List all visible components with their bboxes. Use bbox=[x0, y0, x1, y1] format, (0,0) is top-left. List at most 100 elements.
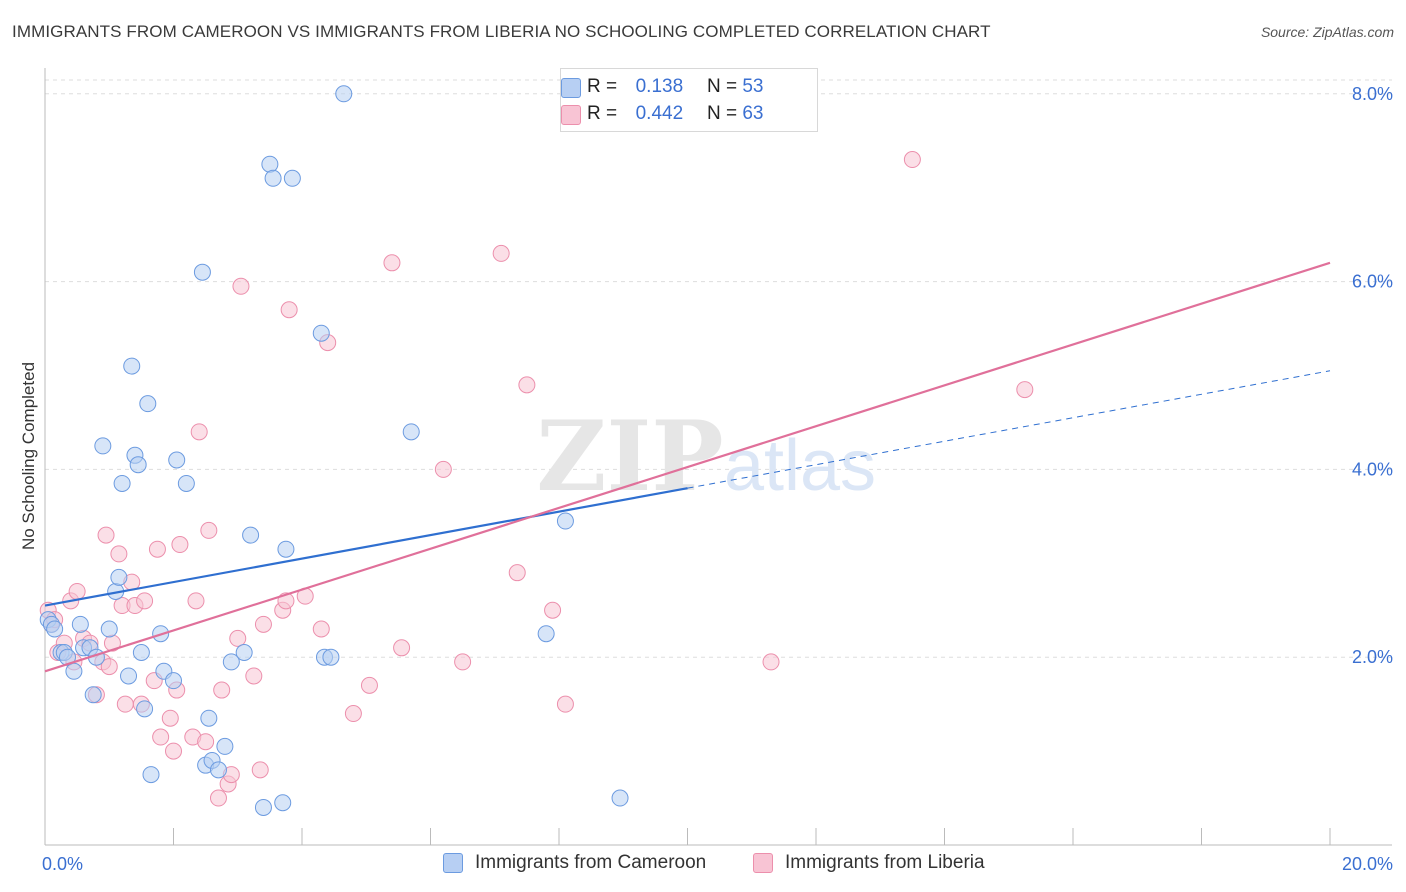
liberia-point bbox=[434, 460, 452, 478]
cameroon-point bbox=[46, 620, 64, 638]
legend-n-label: N = bbox=[706, 103, 738, 124]
x-tick-label-max: 20.0% bbox=[1342, 854, 1393, 874]
liberia-point bbox=[165, 742, 182, 760]
legend-n-value: 63 bbox=[742, 103, 764, 124]
legend-row-cameroon: R = 0.138 N = 53 bbox=[561, 74, 764, 100]
cameroon-point bbox=[168, 451, 186, 469]
liberia-point bbox=[903, 151, 921, 169]
liberia-point bbox=[209, 789, 227, 807]
liberia-point bbox=[200, 521, 218, 539]
bottom-legend-swatch-liberia bbox=[753, 853, 773, 873]
liberia-point bbox=[100, 658, 118, 676]
cameroon-point bbox=[322, 648, 340, 666]
cameroon-point bbox=[611, 789, 629, 807]
legend-r-label: R = bbox=[587, 76, 618, 97]
series-cameroon-points bbox=[39, 85, 629, 816]
trend-lines bbox=[44, 261, 1331, 673]
legend-swatch-liberia bbox=[561, 105, 581, 125]
cameroon-point bbox=[113, 474, 131, 492]
cameroon-point bbox=[216, 737, 234, 755]
liberia-point bbox=[360, 676, 378, 694]
legend-r-value: 0.442 bbox=[635, 103, 684, 124]
liberia-point bbox=[254, 615, 272, 633]
cameroon-point bbox=[65, 662, 83, 680]
bottom-legend-cameroon: Immigrants from Cameroon bbox=[443, 852, 706, 874]
legend-row-liberia: R = 0.442 N = 63 bbox=[561, 101, 764, 127]
grid-lines bbox=[45, 79, 1392, 658]
cameroon-point bbox=[277, 540, 295, 558]
axes bbox=[44, 68, 1392, 846]
liberia-point bbox=[97, 526, 115, 544]
cameroon-point bbox=[177, 474, 195, 492]
cameroon-point bbox=[193, 263, 211, 281]
liberia-point bbox=[116, 695, 134, 713]
cameroon-point bbox=[129, 456, 147, 474]
liberia-point bbox=[161, 709, 179, 727]
y-axis-label: No Schooling Completed bbox=[19, 362, 38, 550]
liberia-point bbox=[171, 536, 189, 554]
liberia-point bbox=[245, 667, 263, 685]
bottom-legend-liberia: Immigrants from Liberia bbox=[753, 852, 985, 874]
cameroon-point bbox=[120, 667, 138, 685]
bottom-legend-swatch-cameroon bbox=[443, 853, 463, 873]
cameroon-point bbox=[100, 620, 118, 638]
liberia-point bbox=[454, 653, 472, 671]
liberia-point bbox=[344, 705, 362, 723]
cameroon-point bbox=[242, 526, 260, 544]
watermark-atlas: atlas bbox=[724, 426, 876, 506]
liberia-point bbox=[229, 629, 247, 647]
legend-r-label: R = bbox=[587, 103, 618, 124]
cameroon-point bbox=[139, 395, 157, 413]
cameroon-point bbox=[312, 324, 330, 342]
bottom-legend-label-liberia: Immigrants from Liberia bbox=[785, 852, 985, 873]
watermark-zip: ZIP bbox=[536, 400, 723, 513]
liberia-point bbox=[280, 301, 298, 319]
cameroon-point bbox=[84, 686, 102, 704]
liberia-point bbox=[556, 695, 574, 713]
source-label: Source: ZipAtlas.com bbox=[1260, 24, 1394, 40]
legend-n-value: 53 bbox=[742, 76, 764, 97]
liberia-point bbox=[312, 620, 330, 638]
cameroon-point bbox=[132, 644, 150, 661]
liberia-point bbox=[251, 761, 269, 779]
cameroon-point bbox=[200, 709, 218, 727]
liberia-point bbox=[232, 277, 250, 295]
cameroon-point bbox=[235, 644, 253, 661]
cameroon-point bbox=[402, 423, 420, 441]
cameroon-point bbox=[165, 672, 182, 690]
cameroon-point bbox=[537, 625, 555, 643]
liberia-point bbox=[148, 540, 166, 558]
liberia-trend-line bbox=[44, 261, 1331, 673]
x-tick-label-min: 0.0% bbox=[42, 854, 83, 874]
cameroon-point bbox=[335, 85, 353, 103]
liberia-point bbox=[393, 639, 411, 657]
liberia-point bbox=[762, 653, 780, 671]
cameroon-point bbox=[261, 155, 279, 173]
liberia-point bbox=[197, 733, 215, 751]
cameroon-point bbox=[123, 357, 141, 375]
liberia-point bbox=[136, 592, 154, 610]
liberia-point bbox=[508, 564, 526, 582]
liberia-point bbox=[518, 376, 536, 394]
liberia-point bbox=[544, 601, 562, 619]
legend-r-value: 0.138 bbox=[635, 76, 684, 97]
cameroon-point bbox=[209, 761, 227, 779]
liberia-point bbox=[213, 681, 231, 699]
y-tick-label: 6.0% bbox=[1352, 272, 1393, 292]
y-tick-label: 4.0% bbox=[1352, 459, 1393, 479]
cameroon-point bbox=[283, 169, 301, 187]
liberia-point bbox=[1016, 381, 1034, 399]
cameroon-point bbox=[136, 700, 154, 718]
cameroon-point bbox=[556, 512, 574, 530]
y-tick-label: 8.0% bbox=[1352, 84, 1393, 104]
cameroon-point bbox=[71, 615, 89, 633]
liberia-point bbox=[187, 592, 205, 610]
liberia-point bbox=[492, 244, 510, 262]
bottom-legend-label-cameroon: Immigrants from Cameroon bbox=[475, 852, 707, 873]
y-tick-label: 2.0% bbox=[1352, 647, 1393, 667]
watermark: ZIP atlas bbox=[536, 400, 876, 513]
legend-n-label: N = bbox=[706, 76, 738, 97]
cameroon-point bbox=[274, 794, 292, 812]
liberia-point bbox=[68, 582, 86, 600]
